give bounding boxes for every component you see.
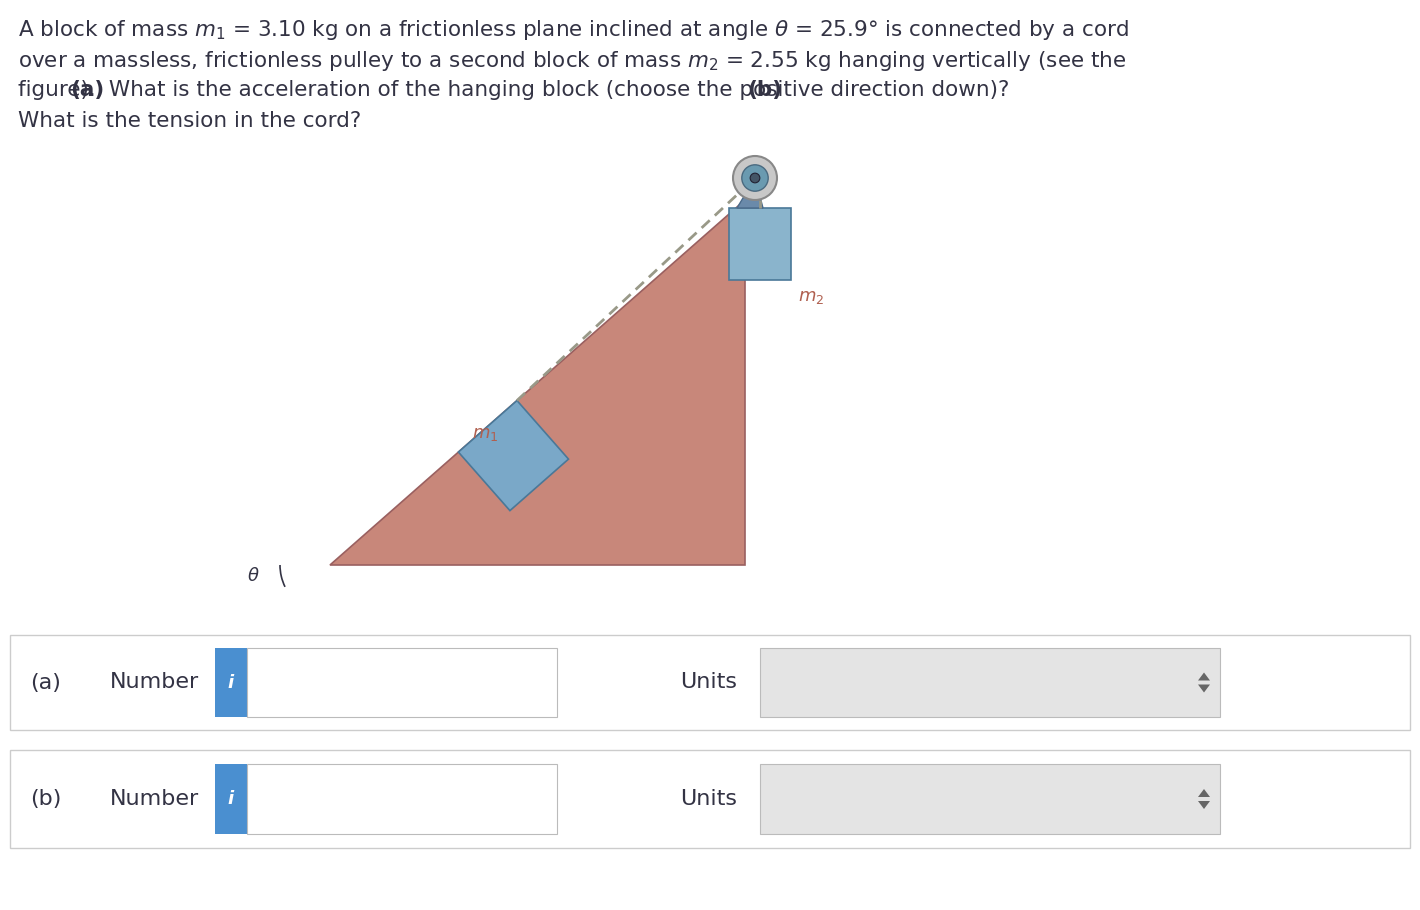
Text: i: i [229,673,234,692]
Bar [214,648,247,717]
Text: (a): (a) [30,672,61,693]
Text: Number: Number [109,672,199,693]
Bar [760,648,1220,717]
Circle shape [733,156,777,200]
Bar [728,208,791,280]
Polygon shape [1198,789,1210,797]
Text: What is the acceleration of the hanging block (choose the positive direction dow: What is the acceleration of the hanging … [102,80,1017,100]
Circle shape [741,165,768,191]
Text: A block of mass $m_1$ = 3.10 kg on a frictionless plane inclined at angle $\thet: A block of mass $m_1$ = 3.10 kg on a fri… [18,18,1129,42]
Text: (b): (b) [30,789,61,809]
Polygon shape [1198,801,1210,809]
Text: What is the tension in the cord?: What is the tension in the cord? [18,111,361,131]
Text: Number: Number [109,789,199,809]
Bar [10,635,1410,730]
Polygon shape [737,178,763,208]
Text: Units: Units [680,672,737,693]
Text: $m_1$: $m_1$ [471,426,498,443]
Polygon shape [1198,672,1210,681]
Bar [247,648,557,717]
Text: over a massless, frictionless pulley to a second block of mass $m_2$ = 2.55 kg h: over a massless, frictionless pulley to … [18,49,1126,73]
Bar [247,763,557,834]
Bar [760,763,1220,834]
Text: i: i [229,790,234,808]
Bar [10,750,1410,848]
Text: Units: Units [680,789,737,809]
Polygon shape [459,400,568,511]
Polygon shape [329,200,746,565]
Text: (a): (a) [70,80,104,100]
Text: figure).: figure). [18,80,102,100]
Text: $\theta$: $\theta$ [247,567,260,585]
Polygon shape [1198,684,1210,693]
Bar [214,763,247,834]
Circle shape [750,173,760,183]
Text: $m_2$: $m_2$ [798,288,824,306]
Text: (b): (b) [747,80,782,100]
